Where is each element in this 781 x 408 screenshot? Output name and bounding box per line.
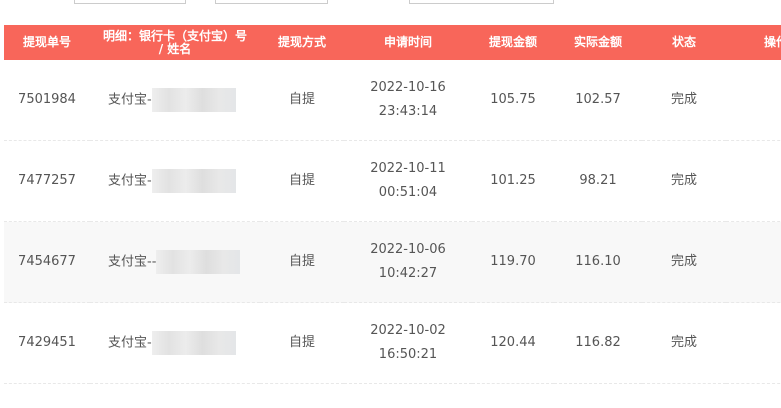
filter-input-1[interactable] bbox=[74, 0, 186, 4]
row-id: 7501984 bbox=[4, 60, 90, 141]
row-actual: 102.57 bbox=[554, 60, 642, 141]
col-action: 操作 bbox=[726, 25, 781, 60]
row-method: 自提 bbox=[260, 302, 344, 384]
row-clock: 00:51:04 bbox=[378, 185, 438, 200]
row-actual: 98.21 bbox=[554, 140, 642, 222]
row-time: 2022-10-06 10:42:27 bbox=[344, 221, 472, 303]
row-amount: 119.70 bbox=[472, 221, 554, 303]
row-id: 7429451 bbox=[4, 302, 90, 384]
redacted-account bbox=[151, 168, 236, 193]
row-method: 自提 bbox=[260, 140, 344, 222]
col-method: 提现方式 bbox=[260, 25, 344, 60]
row-account: 支付宝- bbox=[90, 140, 260, 222]
row-time: 2022-10-02 16:50:21 bbox=[344, 302, 472, 384]
row-action bbox=[726, 221, 781, 303]
row-clock: 10:42:27 bbox=[378, 266, 438, 281]
col-actual: 实际金额 bbox=[554, 25, 642, 60]
row-date: 2022-10-06 bbox=[370, 242, 446, 257]
row-status: 完成 bbox=[642, 140, 726, 222]
account-text: 支付宝-- bbox=[108, 254, 157, 270]
row-amount: 105.75 bbox=[472, 60, 554, 141]
redacted-account bbox=[151, 330, 236, 355]
row-account: 支付宝- bbox=[90, 302, 260, 384]
col-time: 申请时间 bbox=[344, 25, 472, 60]
account-text: 支付宝- bbox=[108, 173, 152, 189]
row-account: 支付宝- bbox=[90, 60, 260, 141]
col-id: 提现单号 bbox=[4, 25, 90, 60]
row-status: 完成 bbox=[642, 221, 726, 303]
filter-input-2[interactable] bbox=[215, 0, 328, 4]
col-status: 状态 bbox=[642, 25, 726, 60]
withdrawal-table: 提现单号 明细：银行卡（支付宝）号 / 姓名 提现方式 申请时间 提现金额 实际… bbox=[4, 25, 781, 384]
row-status: 完成 bbox=[642, 302, 726, 384]
row-time: 2022-10-11 00:51:04 bbox=[344, 140, 472, 222]
row-date: 2022-10-16 bbox=[370, 80, 446, 95]
row-status: 完成 bbox=[642, 60, 726, 141]
row-action bbox=[726, 302, 781, 384]
account-text: 支付宝- bbox=[108, 335, 152, 351]
table-row: 7429451 支付宝- 自提 2022-10-02 16:50:21 120.4… bbox=[4, 302, 781, 384]
row-method: 自提 bbox=[260, 60, 344, 141]
redacted-account bbox=[151, 87, 236, 112]
row-date: 2022-10-11 bbox=[370, 161, 446, 176]
row-actual: 116.10 bbox=[554, 221, 642, 303]
row-id: 7477257 bbox=[4, 140, 90, 222]
table-row: 7477257 支付宝- 自提 2022-10-11 00:51:04 101.2… bbox=[4, 140, 781, 222]
row-action bbox=[726, 60, 781, 141]
table-row: 7501984 支付宝- 自提 2022-10-16 23:43:14 105.7… bbox=[4, 60, 781, 141]
account-text: 支付宝- bbox=[108, 92, 152, 108]
row-time: 2022-10-16 23:43:14 bbox=[344, 60, 472, 141]
row-actual: 116.82 bbox=[554, 302, 642, 384]
col-account: 明细：银行卡（支付宝）号 / 姓名 bbox=[90, 25, 260, 60]
row-date: 2022-10-02 bbox=[370, 323, 446, 338]
row-amount: 101.25 bbox=[472, 140, 554, 222]
row-clock: 23:43:14 bbox=[378, 104, 438, 119]
row-clock: 16:50:21 bbox=[378, 347, 438, 362]
table-row: 7454677 支付宝-- 自提 2022-10-06 10:42:27 119.… bbox=[4, 221, 781, 303]
row-amount: 120.44 bbox=[472, 302, 554, 384]
col-amount: 提现金额 bbox=[472, 25, 554, 60]
row-account: 支付宝-- bbox=[90, 221, 260, 303]
table-header: 提现单号 明细：银行卡（支付宝）号 / 姓名 提现方式 申请时间 提现金额 实际… bbox=[4, 25, 781, 60]
row-id: 7454677 bbox=[4, 221, 90, 303]
row-method: 自提 bbox=[260, 221, 344, 303]
filter-input-3[interactable] bbox=[409, 0, 554, 4]
row-action bbox=[726, 140, 781, 222]
redacted-account bbox=[156, 249, 241, 274]
